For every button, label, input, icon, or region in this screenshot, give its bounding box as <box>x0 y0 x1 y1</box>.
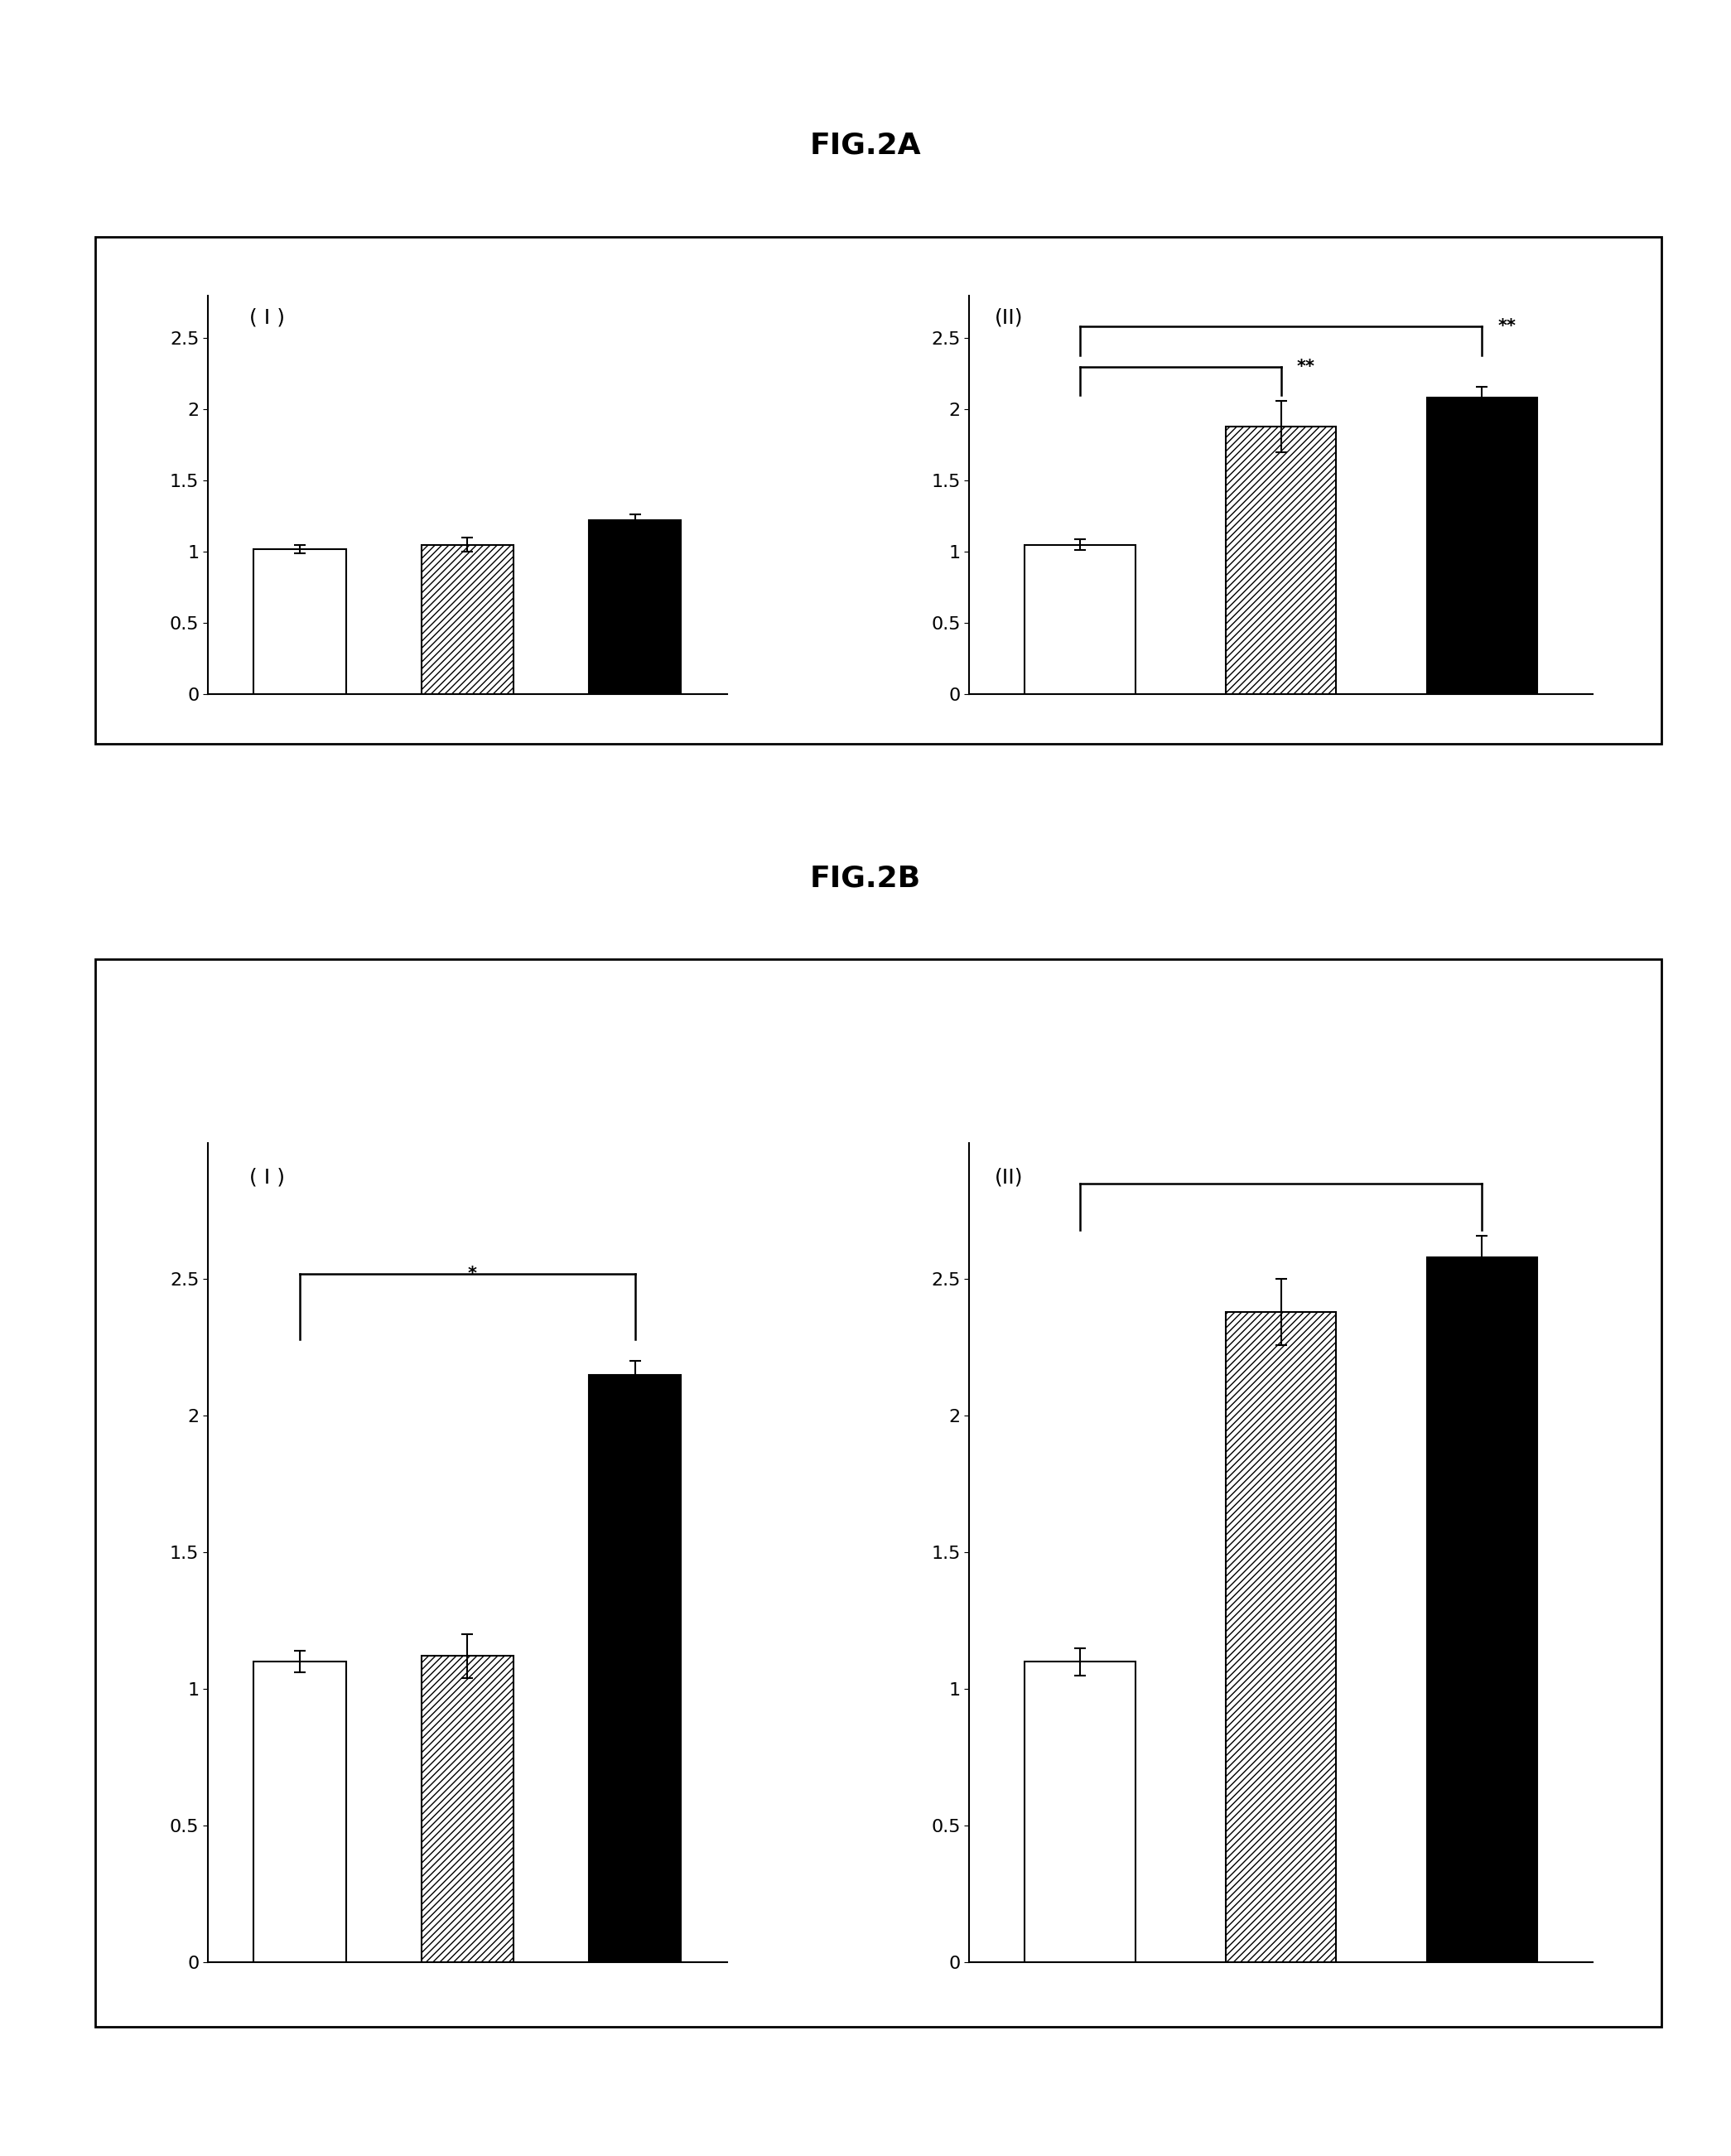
Bar <box>1025 1662 1136 1962</box>
Text: *: * <box>467 1266 476 1283</box>
Text: (II): (II) <box>994 1166 1023 1188</box>
Bar <box>421 545 514 694</box>
Bar <box>421 1656 514 1962</box>
Bar <box>1426 399 1537 694</box>
Bar <box>1226 427 1336 694</box>
Bar <box>589 1376 680 1962</box>
Bar <box>254 550 346 694</box>
Text: **: ** <box>1497 319 1516 334</box>
Text: FIG.2B: FIG.2B <box>810 865 921 893</box>
Bar <box>1025 545 1136 694</box>
Bar <box>1226 1313 1336 1962</box>
Bar <box>254 1662 346 1962</box>
Text: **: ** <box>1297 358 1316 375</box>
Text: ( I ): ( I ) <box>249 1166 286 1188</box>
Bar <box>1426 1257 1537 1962</box>
Text: ( I ): ( I ) <box>249 308 286 328</box>
Bar <box>589 520 680 694</box>
Text: (II): (II) <box>994 308 1023 328</box>
Text: FIG.2A: FIG.2A <box>810 132 921 160</box>
